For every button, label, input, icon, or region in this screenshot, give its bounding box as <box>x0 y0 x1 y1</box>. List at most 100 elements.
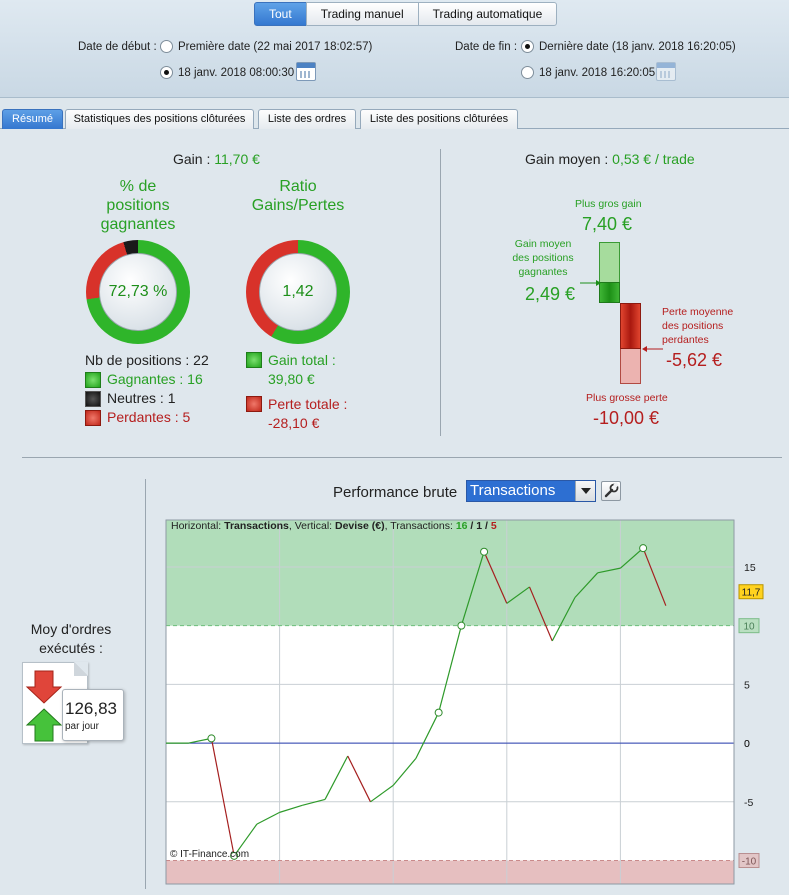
header: Tout Trading manuel Trading automatique … <box>0 0 789 98</box>
start-custom-date-radio[interactable]: 18 janv. 2018 08:00:30 <box>160 66 294 79</box>
biggest-loss-bar <box>620 349 641 384</box>
horizontal-divider <box>22 457 782 458</box>
tab-resume[interactable]: Résumé <box>2 109 63 129</box>
end-last-date-label: Dernière date (18 janv. 2018 16:20:05) <box>539 40 736 53</box>
chart-settings-button[interactable] <box>601 481 621 501</box>
radio-icon <box>521 66 534 79</box>
avg-winning-label-line: Gain moyen <box>514 238 572 250</box>
total-gain-value: 39,80 € <box>268 371 315 387</box>
best-level-badge: 10 <box>743 622 755 633</box>
y-tick-label: 5 <box>744 679 750 691</box>
win-rate-title-line: gagnantes <box>100 216 176 233</box>
gain-segment <box>233 823 258 857</box>
winning-count: Gagnantes : 16 <box>107 371 203 387</box>
avg-losing-label-line: des positions <box>662 320 724 332</box>
filter-all-button[interactable]: Tout <box>254 2 307 26</box>
loss-segment <box>483 551 508 604</box>
neutral-count: Neutres : 1 <box>107 390 176 406</box>
y-tick-label: -5 <box>744 797 753 809</box>
gain-segment <box>392 757 417 786</box>
summary-panel: Gain : 11,70 € % de positions gagnantes … <box>0 129 789 895</box>
gain-segment <box>574 572 599 598</box>
tab-orders-list[interactable]: Liste des ordres <box>258 109 356 129</box>
loss-segment <box>528 586 553 642</box>
avg-winning-bar <box>599 282 620 303</box>
worst-zone <box>166 860 734 884</box>
gain-summary: Gain : 11,70 € <box>173 151 260 167</box>
end-last-date-radio[interactable]: Dernière date (18 janv. 2018 16:20:05) <box>521 40 736 53</box>
gain-segment <box>460 551 485 626</box>
performance-title: Performance brute <box>333 484 458 501</box>
avg-losing-bar <box>620 303 641 349</box>
data-point <box>457 621 466 630</box>
gain-value: 11,70 € <box>214 151 260 167</box>
total-loss-legend-icon <box>246 396 262 412</box>
tab-closed-positions-list[interactable]: Liste des positions clôturées <box>360 109 518 129</box>
chart-credit: © IT-Finance.com <box>170 849 250 860</box>
biggest-gain-bar <box>599 242 620 282</box>
chart-info-horizontal: Transactions <box>224 520 289 532</box>
start-first-date-label: Première date (22 mai 2017 18:02:57) <box>178 40 373 53</box>
gain-segment <box>620 547 644 569</box>
vertical-divider <box>145 479 146 889</box>
positions-count: Nb de positions : 22 <box>85 352 209 368</box>
plot-border <box>165 519 735 885</box>
neutral-legend-icon <box>85 391 101 407</box>
filter-auto-button[interactable]: Trading automatique <box>417 2 558 26</box>
start-first-date-radio[interactable]: Première date (22 mai 2017 18:02:57) <box>160 40 372 53</box>
x-axis-select[interactable]: Transactions <box>466 480 596 502</box>
win-rate-title-line: positions <box>106 197 170 214</box>
y-tick-label: 0 <box>744 738 750 750</box>
avg-winning-arrow-icon <box>580 280 601 286</box>
total-loss-value: -28,10 € <box>268 415 320 431</box>
avg-winning-label: Gain moyen des positions gagnantes <box>503 237 583 279</box>
chart-info-tx-loss: 5 <box>490 520 497 532</box>
biggest-gain-label: Plus gros gain <box>575 198 642 210</box>
total-loss-label: Perte totale : <box>268 396 348 412</box>
worst-level-badge: -10 <box>742 857 757 868</box>
avg-losing-label-line: Perte moyenne <box>662 306 734 318</box>
best-level-badge-box <box>738 618 760 634</box>
gain-segment <box>438 625 462 713</box>
orders-per-day-unit: par jour <box>65 721 99 732</box>
tab-closed-positions-stats[interactable]: Statistiques des positions clôturées <box>65 109 254 129</box>
avg-winning-label-line: des positions <box>512 252 574 264</box>
avg-gain-value: 0,53 € / trade <box>612 151 695 167</box>
start-calendar-icon[interactable] <box>296 62 316 81</box>
chevron-down-icon <box>575 481 595 501</box>
wrench-icon <box>604 482 619 498</box>
end-custom-date-label: 18 janv. 2018 16:20:05 <box>539 66 656 79</box>
radio-icon <box>160 40 173 53</box>
gain-segment <box>279 804 303 813</box>
win-rate-donut: 72,73 % <box>86 240 190 344</box>
filter-manual-button[interactable]: Trading manuel <box>305 2 419 26</box>
radio-icon <box>521 40 534 53</box>
trading-filter: Tout Trading manuel Trading automatique <box>254 2 558 26</box>
biggest-gain-value: 7,40 € <box>582 214 633 234</box>
gain-segment <box>415 712 440 759</box>
avg-winning-value: 2,49 € <box>525 284 576 304</box>
avg-losing-label: Perte moyenne des positions perdantes <box>662 305 733 347</box>
x-axis-select-value: Transactions <box>470 482 556 499</box>
start-custom-date-label: 18 janv. 2018 08:00:30 <box>178 66 295 79</box>
avg-gain-label: Gain moyen : <box>525 151 609 167</box>
orders-label-line: Moy d'ordres <box>30 621 112 637</box>
losing-legend-icon <box>85 410 101 426</box>
current-value-badge: 11,7 <box>742 588 761 599</box>
avg-losing-label-line: perdantes <box>662 334 709 346</box>
end-custom-date-radio[interactable]: 18 janv. 2018 16:20:05 <box>521 66 655 79</box>
data-point <box>434 708 443 717</box>
radio-icon <box>160 66 173 79</box>
end-date-label: Date de fin : <box>455 41 518 53</box>
chart-info-tx-win: 16 <box>455 520 468 532</box>
win-rate-value: 72,73 % <box>99 253 177 331</box>
end-calendar-icon[interactable] <box>656 62 676 81</box>
avg-losing-value: -5,62 € <box>666 350 723 370</box>
data-point <box>480 547 489 556</box>
tab-bar: Résumé Statistiques des positions clôtur… <box>0 109 789 129</box>
gain-segment <box>302 798 326 806</box>
total-gain-label: Gain total : <box>268 352 336 368</box>
loss-segment <box>642 547 667 606</box>
chart-info: Horizontal: Transactions, Vertical: Devi… <box>171 520 497 532</box>
data-point <box>639 544 648 553</box>
